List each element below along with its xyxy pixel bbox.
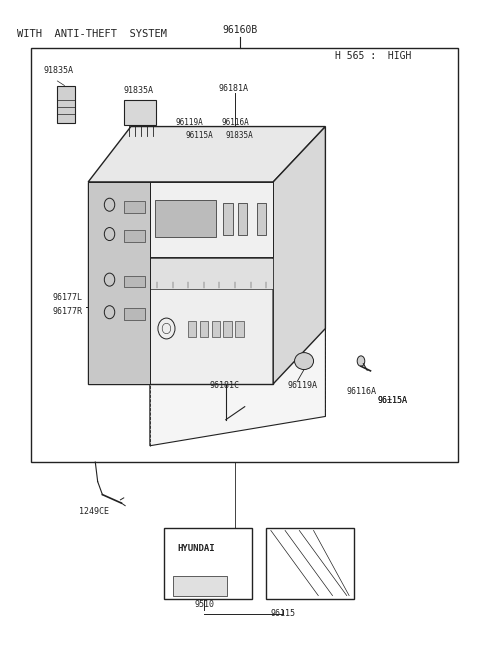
Bar (173, 576, 227, 596)
Text: 96177L: 96177L (53, 294, 83, 302)
Text: 96119A: 96119A (288, 382, 317, 390)
Bar (124, 276, 145, 288)
Bar (124, 201, 145, 213)
Text: HYUNDAI: HYUNDAI (178, 544, 215, 553)
Text: 91835A: 91835A (226, 131, 253, 141)
Bar (31, 49, 458, 462)
Text: 96181A: 96181A (219, 83, 249, 93)
Text: 96119A: 96119A (176, 118, 204, 127)
Bar (223, 203, 233, 235)
Text: 91835A: 91835A (124, 85, 154, 95)
Bar (164, 528, 252, 599)
Bar (200, 321, 208, 337)
Text: 96±15A: 96±15A (378, 396, 408, 405)
Bar (150, 182, 273, 257)
Text: 96177R: 96177R (53, 307, 83, 315)
Bar (188, 321, 196, 337)
Text: WITH  ANTI-THEFT  SYSTEM: WITH ANTI-THEFT SYSTEM (17, 29, 167, 39)
Text: 96116A: 96116A (221, 118, 249, 127)
Bar (150, 258, 273, 290)
Text: 96181C: 96181C (209, 382, 239, 390)
Bar (57, 85, 75, 124)
Bar (238, 203, 247, 235)
Polygon shape (88, 127, 325, 182)
Text: 9510: 9510 (194, 600, 215, 609)
Text: 96115A: 96115A (185, 131, 213, 141)
Polygon shape (150, 328, 325, 445)
Bar (88, 182, 150, 384)
Bar (155, 200, 216, 237)
Bar (124, 101, 156, 125)
Polygon shape (273, 127, 325, 384)
Bar (223, 321, 232, 337)
Text: 1249CE: 1249CE (79, 507, 108, 516)
Bar (124, 308, 145, 320)
Ellipse shape (295, 353, 313, 369)
Text: H 565 :  HIGH: H 565 : HIGH (335, 51, 411, 62)
Bar (235, 321, 244, 337)
Ellipse shape (357, 356, 365, 367)
Text: 96115: 96115 (270, 610, 295, 618)
Text: 96116A: 96116A (347, 386, 377, 396)
Bar (266, 528, 354, 599)
Text: 91835A: 91835A (43, 66, 73, 75)
Bar (124, 230, 145, 242)
Polygon shape (88, 182, 273, 384)
Bar (257, 203, 266, 235)
Text: 96115A: 96115A (378, 396, 408, 405)
Text: 96160B: 96160B (222, 26, 258, 35)
Bar (212, 321, 220, 337)
